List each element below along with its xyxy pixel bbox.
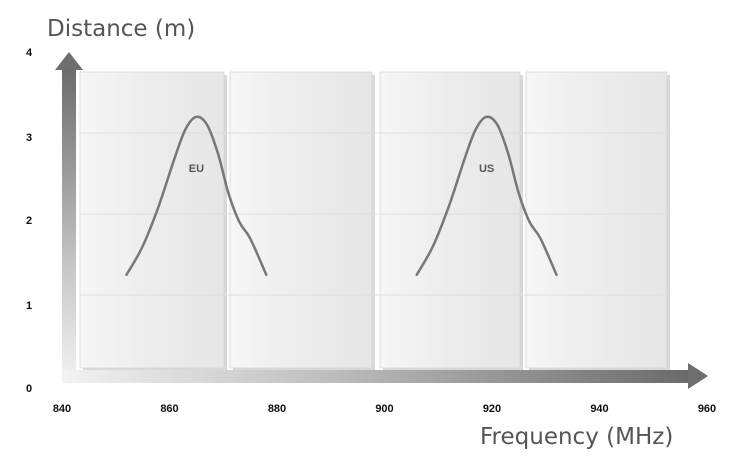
x-axis-arrow-shaft [62, 370, 690, 383]
x-tick-label: 920 [483, 403, 501, 415]
x-tick-label: 860 [160, 403, 178, 415]
y-axis-arrowhead [55, 52, 83, 70]
background-panels [79, 71, 670, 372]
background-panel [79, 71, 225, 369]
y-tick-label: 2 [26, 215, 32, 227]
gridlines [80, 132, 667, 296]
x-axis-arrowhead [688, 363, 708, 389]
series-line-eu [125, 115, 268, 277]
x-axis-title: Frequency (MHz) [480, 424, 673, 450]
series-line-us [415, 115, 558, 277]
background-panel [229, 71, 373, 369]
y-tick-label: 4 [26, 47, 33, 59]
axes [55, 52, 708, 389]
series-group: EU US [125, 115, 558, 277]
y-tick-label: 0 [26, 383, 32, 395]
background-panel [379, 71, 521, 369]
y-tick-label: 3 [26, 132, 32, 144]
tick-labels: 840 860 880 900 920 940 960 0 1 2 3 4 [26, 47, 716, 415]
series-label-eu: EU [189, 163, 204, 175]
y-tick-label: 1 [26, 300, 32, 312]
x-tick-label: 960 [698, 403, 716, 415]
background-panel [525, 71, 668, 369]
x-tick-label: 940 [590, 403, 608, 415]
y-axis-arrow-shaft [62, 66, 76, 381]
x-tick-label: 840 [53, 403, 71, 415]
x-tick-label: 900 [375, 403, 393, 415]
series-label-us: US [479, 163, 494, 175]
x-tick-label: 880 [268, 403, 286, 415]
y-axis-title: Distance (m) [47, 16, 195, 42]
